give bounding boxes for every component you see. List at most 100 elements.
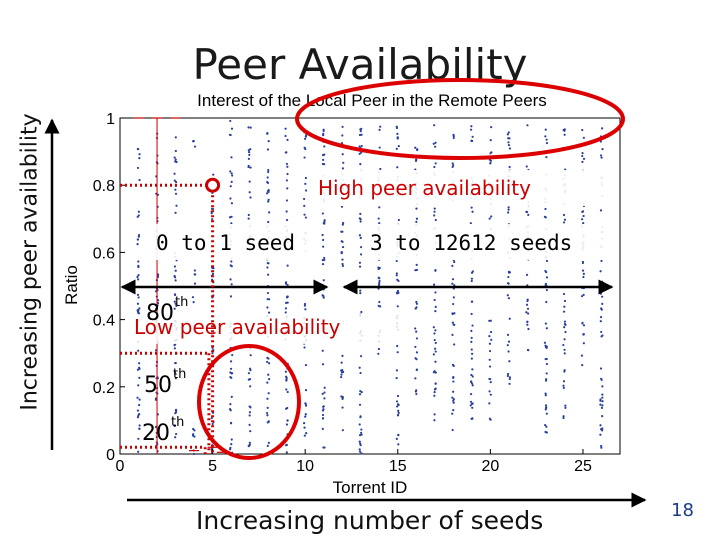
data-point [174, 160, 177, 163]
range-left-bg [148, 224, 318, 260]
data-point [341, 368, 344, 372]
data-point [434, 360, 437, 363]
data-point [581, 160, 584, 163]
plot-frame [119, 117, 621, 455]
data-point [321, 153, 325, 157]
data-point [323, 258, 326, 261]
data-point [228, 448, 232, 451]
axis-ticks: 0 5 10 15 20 25 0 0.2 0.4 0.6 0.8 1 [93, 111, 592, 475]
data-point [396, 305, 399, 308]
data-point [470, 329, 473, 332]
data-point [396, 394, 400, 398]
data-point [340, 252, 343, 255]
data-point [600, 156, 603, 159]
data-point [564, 404, 567, 407]
data-point [452, 399, 455, 402]
data-point [285, 218, 289, 222]
data-point [266, 298, 269, 301]
data-point [601, 334, 604, 337]
data-point [470, 373, 473, 377]
data-point [526, 320, 529, 323]
data-point [599, 433, 602, 436]
data-point [230, 172, 233, 175]
data-point [304, 147, 307, 151]
data-point [508, 147, 512, 150]
data-point [358, 440, 361, 443]
data-point [229, 421, 233, 424]
data-point [341, 230, 344, 233]
data-point [285, 199, 289, 202]
data-point [544, 128, 547, 131]
data-point [211, 352, 214, 355]
data-point [137, 450, 140, 453]
data-point [563, 305, 566, 308]
data-point [544, 207, 547, 211]
data-point [322, 158, 325, 162]
data-point [323, 397, 326, 400]
data-point [286, 264, 289, 267]
data-point [563, 129, 566, 132]
low-availability-ellipse [197, 344, 301, 460]
data-point [342, 370, 345, 374]
data-point [526, 323, 529, 326]
data-point [545, 372, 548, 375]
seeds-arrow-label: Increasing number of seeds [196, 506, 544, 535]
data-point [322, 288, 325, 291]
data-point [452, 296, 455, 299]
data-point [303, 434, 306, 437]
data-point [433, 283, 436, 286]
data-point [174, 188, 177, 191]
data-point [434, 269, 437, 272]
data-point [508, 382, 511, 385]
data-point [193, 269, 197, 272]
data-point [397, 409, 400, 412]
data-point [285, 451, 288, 454]
data-point [358, 152, 361, 155]
data-point [174, 211, 177, 214]
data-point [599, 424, 602, 427]
data-point [527, 213, 530, 216]
data-point [174, 409, 178, 412]
data-point [397, 218, 400, 222]
data-point [305, 432, 308, 435]
data-point [229, 409, 232, 412]
data-point [582, 342, 585, 345]
data-point [580, 295, 584, 298]
data-point [470, 300, 474, 303]
plot-title: Interest of the Local Peer in the Remote… [197, 91, 547, 110]
data-point [247, 445, 250, 448]
data-point [210, 416, 213, 420]
data-point [434, 329, 437, 332]
data-point [415, 392, 418, 396]
data-point [434, 305, 437, 308]
data-point [322, 279, 325, 282]
data-point [471, 406, 474, 409]
data-point [508, 137, 511, 140]
data-point [415, 337, 419, 340]
data-point [211, 207, 215, 211]
data-point [506, 333, 510, 336]
data-point [341, 354, 344, 357]
data-point [138, 403, 141, 407]
data-point [395, 437, 398, 440]
data-point [248, 367, 252, 370]
data-point [229, 264, 232, 267]
data-point [581, 269, 585, 272]
data-point [489, 393, 492, 396]
data-point [507, 211, 510, 214]
data-point [544, 408, 547, 411]
data-point [173, 156, 176, 159]
data-point [395, 369, 398, 372]
data-point [397, 279, 400, 282]
data-point [249, 385, 252, 388]
data-point [267, 220, 270, 224]
p20-suffix: th [171, 415, 184, 430]
data-point [434, 382, 437, 385]
data-point [470, 352, 474, 355]
data-point [321, 427, 324, 431]
data-point [229, 403, 232, 406]
data-point [340, 240, 343, 243]
data-point [322, 134, 325, 137]
data-point [138, 398, 141, 401]
data-point [599, 403, 602, 406]
